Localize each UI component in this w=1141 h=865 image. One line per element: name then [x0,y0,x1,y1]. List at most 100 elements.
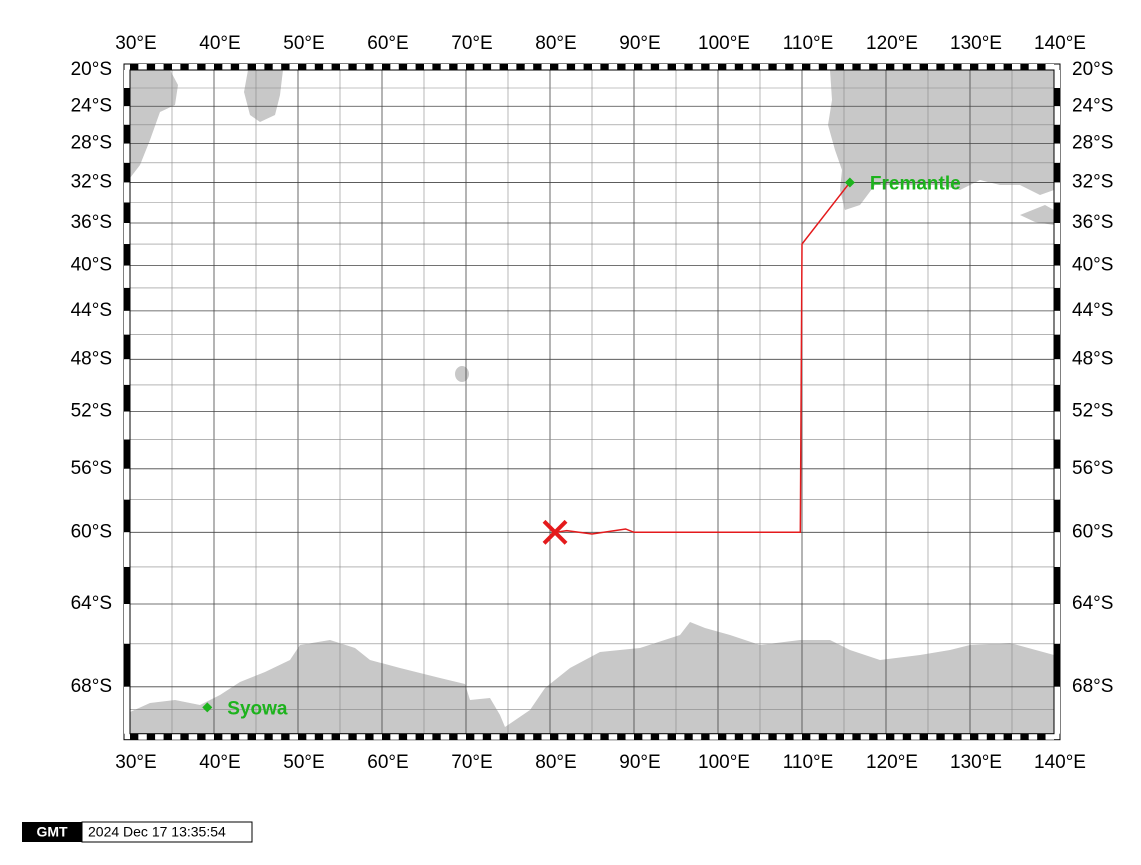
x-tick-label: 50°E [283,752,324,773]
frame-segment [1054,499,1060,533]
frame-segment [751,64,760,70]
frame-segment [550,733,559,740]
y-tick-label: 32°S [1072,171,1113,192]
frame-segment [659,733,668,740]
frame-segment [558,733,567,740]
frame-segment [1054,411,1060,440]
frame-segment [432,733,441,740]
frame-segment [407,64,416,70]
frame-segment [676,64,685,70]
frame-segment [818,64,828,70]
frame-segment [852,64,861,70]
frame-segment [533,733,542,740]
x-tick-label: 110°E [783,752,834,773]
frame-segment [634,733,643,740]
frame-segment [124,143,130,163]
frame-segment [575,733,584,740]
frame-segment [1012,733,1021,740]
frame-segment [124,124,130,144]
frame-segment [256,733,265,740]
frame-segment [230,733,240,740]
frame-segment [323,64,332,70]
frame-segment [793,733,802,740]
frame-segment [356,64,366,70]
frame-segment [440,64,450,70]
frame-segment [802,64,811,70]
frame-segment [592,733,601,740]
frame-segment [124,182,130,203]
frame-segment [1054,686,1060,734]
frame-segment [180,733,189,740]
frame-segment [247,64,256,70]
frame-segment [516,733,525,740]
y-tick-label: 68°S [71,676,112,697]
frame-segment [172,64,181,70]
frame-segment [124,499,130,533]
frame-segment [298,733,307,740]
frame-segment [124,106,130,125]
frame-segment [726,64,735,70]
frame-segment [124,287,130,311]
frame-segment [886,733,895,740]
frame-segment [676,733,685,740]
frame-segment [398,733,408,740]
x-tick-label: 130°E [950,33,1002,54]
map-border [129,69,1055,735]
y-tick-label: 32°S [71,171,112,192]
frame-segment [852,733,861,740]
y-tick-label: 52°S [1072,401,1113,422]
frame-segment [230,64,240,70]
frame-segment [415,64,424,70]
frame-segment [482,733,492,740]
frame-segment [734,64,744,70]
frame-segment [1037,64,1046,70]
logo-box [22,822,82,842]
y-tick-label: 24°S [1072,95,1113,116]
y-tick-label: 20°S [71,59,112,80]
frame-segment [482,64,492,70]
frame-segment [214,64,223,70]
frame-segment [188,64,198,70]
frame-segment [272,64,282,70]
frame-segment [734,733,744,740]
x-tick-label: 110°E [783,33,834,54]
frame-segment [810,733,819,740]
y-tick-label: 28°S [1072,133,1113,154]
frame-segment [289,64,298,70]
frame-segment [650,64,660,70]
y-tick-label: 64°S [71,593,112,614]
frame-segment [709,64,718,70]
frame-segment [844,733,853,740]
y-tick-label: 48°S [1072,348,1113,369]
frame-segment [188,733,198,740]
frame-segment [642,733,651,740]
y-tick-label: 60°S [1072,521,1113,542]
frame-segment [256,64,265,70]
frame-segment [936,64,945,70]
frame-segment [684,64,693,70]
frame-segment [124,603,130,644]
frame-segment [617,64,626,70]
y-tick-label: 52°S [71,401,112,422]
frame-segment [124,70,130,88]
x-tick-label: 80°E [535,33,576,54]
frame-segment [466,64,475,70]
frame-segment [1054,87,1060,107]
frame-segment [600,64,609,70]
frame-segment [398,64,408,70]
frame-segment [499,64,508,70]
x-tick-label: 140°E [1034,33,1086,54]
frame-segment [124,334,130,360]
frame-segment [264,64,273,70]
frame-segment [314,64,324,70]
timestamp-box [81,821,253,843]
frame-segment [600,733,609,740]
frame-segment [928,733,937,740]
frame-segment [961,64,970,70]
frame-segment [541,733,550,740]
ship-track [554,181,851,535]
frame-segment [1054,566,1060,604]
y-tick-label: 40°S [71,255,112,276]
frame-segment [172,733,181,740]
x-tick-label: 60°E [367,752,408,773]
